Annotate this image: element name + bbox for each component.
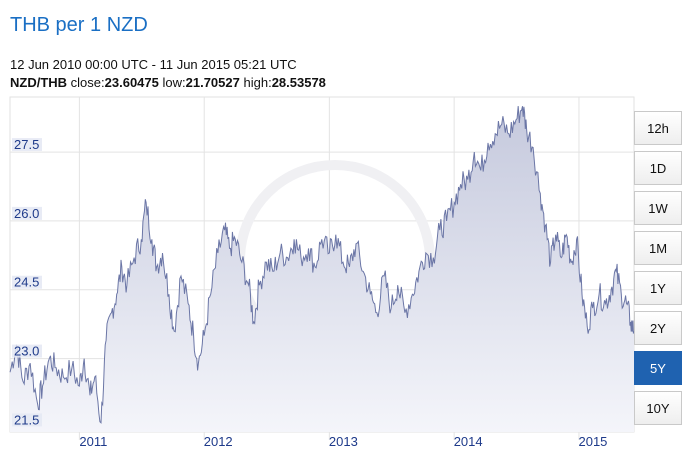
date-range: 12 Jun 2010 00:00 UTC - 11 Jun 2015 05:2… xyxy=(10,57,297,72)
chart-title: THB per 1 NZD xyxy=(10,14,148,36)
low-value: 21.70527 xyxy=(185,75,240,90)
y-tick-label: 23.0 xyxy=(14,344,39,359)
y-tick-label: 24.5 xyxy=(14,275,39,290)
low-label: low: xyxy=(162,75,186,90)
x-tick-label: 2011 xyxy=(79,434,107,449)
close-label: close: xyxy=(70,75,105,90)
range-button-10y[interactable]: 10Y xyxy=(634,391,682,425)
price-summary: NZD/THB close:23.60475 low:21.70527 high… xyxy=(10,75,326,90)
range-button-1m[interactable]: 1M xyxy=(634,231,682,265)
range-button-5y[interactable]: 5Y xyxy=(634,351,682,385)
y-tick-label: 27.5 xyxy=(14,137,39,152)
y-tick-label: 26.0 xyxy=(14,206,39,221)
x-tick-label: 2014 xyxy=(454,434,483,449)
y-tick-label-bg xyxy=(12,206,42,220)
y-tick-label-bg xyxy=(12,138,42,152)
range-button-1y[interactable]: 1Y xyxy=(634,271,682,305)
x-tick-label: 2012 xyxy=(204,434,233,449)
range-button-2y[interactable]: 2Y xyxy=(634,311,682,345)
range-button-1w[interactable]: 1W xyxy=(634,191,682,225)
y-tick-label: 21.5 xyxy=(14,412,39,427)
x-tick-label: 2015 xyxy=(578,434,607,449)
high-value: 28.53578 xyxy=(271,75,326,90)
currency-pair: NZD/THB xyxy=(10,75,68,90)
range-button-12h[interactable]: 12h xyxy=(634,111,682,145)
range-button-1d[interactable]: 1D xyxy=(634,151,682,185)
series-line xyxy=(9,106,635,424)
close-value: 23.60475 xyxy=(104,75,159,90)
series-area xyxy=(10,106,634,432)
y-tick-label-bg xyxy=(12,275,42,289)
y-tick-label-bg xyxy=(12,413,42,427)
high-label: high: xyxy=(243,75,272,90)
y-tick-label-bg xyxy=(12,344,42,358)
x-tick-label: 2013 xyxy=(329,434,358,449)
